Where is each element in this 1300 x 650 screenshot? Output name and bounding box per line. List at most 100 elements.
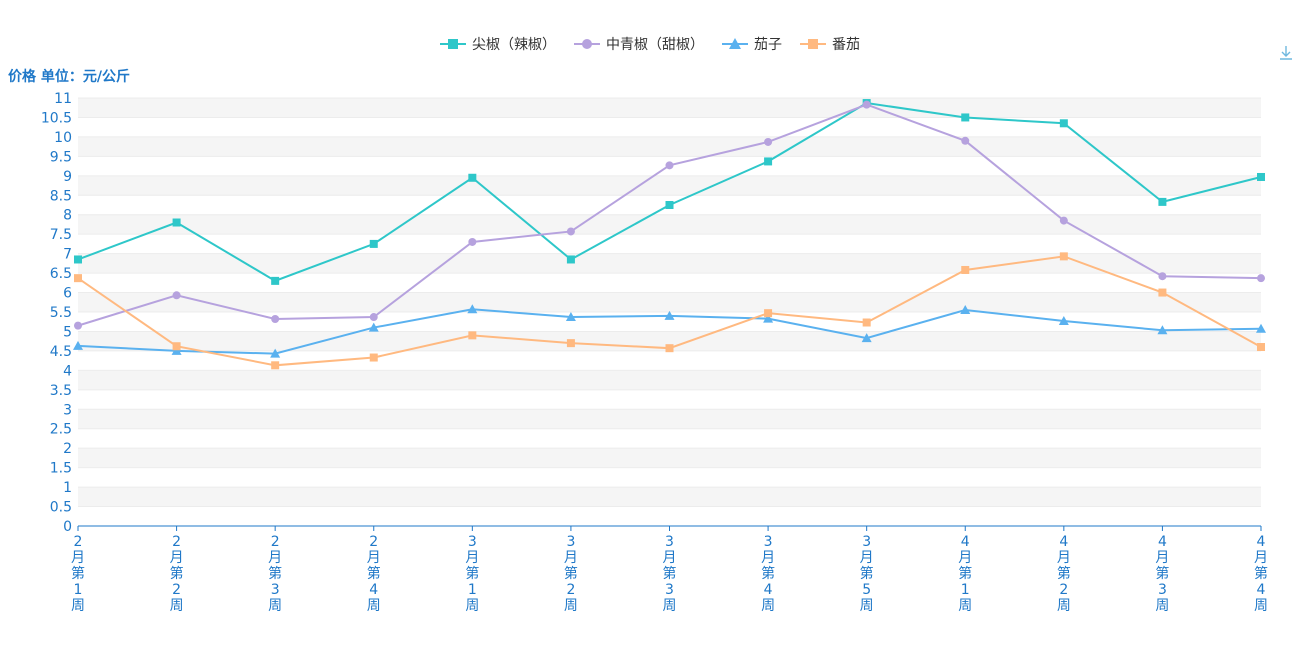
y-tick-label: 7 [63,247,72,263]
grid-band [78,409,1261,429]
data-point [1158,272,1167,281]
y-tick-label: 10 [54,130,72,146]
data-point [1059,216,1068,225]
grid-band [78,98,1261,118]
x-tick-label: 3 月第 2 周 [564,534,578,614]
data-point [566,227,575,236]
data-point [665,344,674,353]
data-point [172,291,181,300]
x-tick-label: 2 月第 4 周 [367,534,381,614]
data-point [468,237,477,246]
data-point [961,136,970,145]
download-icon[interactable] [1277,44,1295,62]
data-point [74,255,82,264]
x-tick-label: 2 月第 1 周 [71,534,85,614]
y-tick-label: 1 [63,480,72,496]
data-point [468,331,477,340]
x-tick-label: 4 月第 2 周 [1057,534,1071,614]
x-tick-label: 2 月第 3 周 [268,534,282,614]
data-point [369,313,378,322]
data-point [172,218,181,227]
legend-label: 番茄 [832,37,860,53]
data-point [468,173,477,182]
legend-item[interactable]: 番茄 [800,34,860,54]
data-point [74,321,82,330]
x-tick-label: 4 月第 4 周 [1254,534,1268,614]
legend: 尖椒（辣椒） 中青椒（甜椒） 茄子 番茄 [0,34,1300,54]
y-tick-label: 6.5 [50,266,72,282]
data-point [368,322,379,332]
y-tick-label: 2.5 [50,422,72,438]
grid-band [78,487,1261,507]
y-axis-title: 价格 单位：元/公斤 [8,69,130,85]
legend-item[interactable]: 茄子 [722,34,782,54]
grid-band [78,331,1261,351]
data-point [862,100,871,109]
grid-band [78,292,1261,312]
data-point [764,309,773,318]
y-tick-label: 3.5 [50,383,72,399]
y-tick-label: 2 [63,441,72,457]
y-tick-label: 5 [63,324,72,340]
data-point [861,333,872,343]
y-tick-label: 5.5 [50,305,72,321]
x-tick-label: 4 月第 1 周 [958,534,972,614]
data-point [369,353,378,362]
data-point [74,274,82,283]
legend-label: 尖椒（辣椒） [472,37,556,53]
data-point [566,255,575,264]
data-point [1257,172,1265,181]
legend-label: 茄子 [754,37,782,53]
data-point [73,340,83,350]
data-point [171,345,182,355]
data-point [1157,325,1168,335]
x-tick-label: 3 月第 5 周 [860,534,874,614]
data-point [1059,252,1068,261]
y-tick-label: 4 [63,363,72,379]
grid-band [78,214,1261,235]
data-point [862,318,871,327]
data-point [369,239,378,248]
y-tick-label: 9.5 [50,149,72,165]
data-point [764,137,773,146]
data-point [764,157,773,166]
y-tick-label: 4.5 [50,344,72,360]
y-tick-label: 1.5 [50,461,72,477]
legend-swatch [722,38,748,49]
data-point [1158,288,1167,297]
legend-swatch [800,39,826,49]
data-point [1256,323,1266,333]
legend-item[interactable]: 尖椒（辣椒） [440,34,556,54]
data-point [664,310,675,320]
data-point [1059,119,1068,128]
x-tick-label: 3 月第 1 周 [465,534,479,614]
data-point [665,201,674,209]
data-point [270,348,281,358]
data-point [1158,197,1167,206]
data-point [960,305,971,315]
y-tick-label: 11 [54,91,72,107]
y-tick-label: 9 [63,169,72,185]
y-tick-label: 8.5 [50,188,72,204]
grid-band [78,175,1261,196]
data-point [763,313,774,323]
legend-swatch [440,39,466,49]
x-tick-label: 4 月第 3 周 [1155,534,1169,614]
y-tick-label: 3 [63,402,72,418]
y-tick-label: 7.5 [50,227,72,243]
data-point [1058,315,1069,325]
data-point [1257,274,1265,283]
data-point [961,265,970,274]
data-point [566,339,575,348]
data-point [1257,343,1265,352]
legend-label: 中青椒（甜椒） [606,37,704,53]
x-tick-label: 2 月第 2 周 [170,534,184,614]
legend-item[interactable]: 中青椒（甜椒） [574,34,704,54]
data-point [961,113,970,122]
data-point [665,161,674,170]
data-point [172,342,181,351]
data-point [271,276,280,285]
grid-band [78,448,1261,468]
y-tick-label: 0 [63,519,72,535]
